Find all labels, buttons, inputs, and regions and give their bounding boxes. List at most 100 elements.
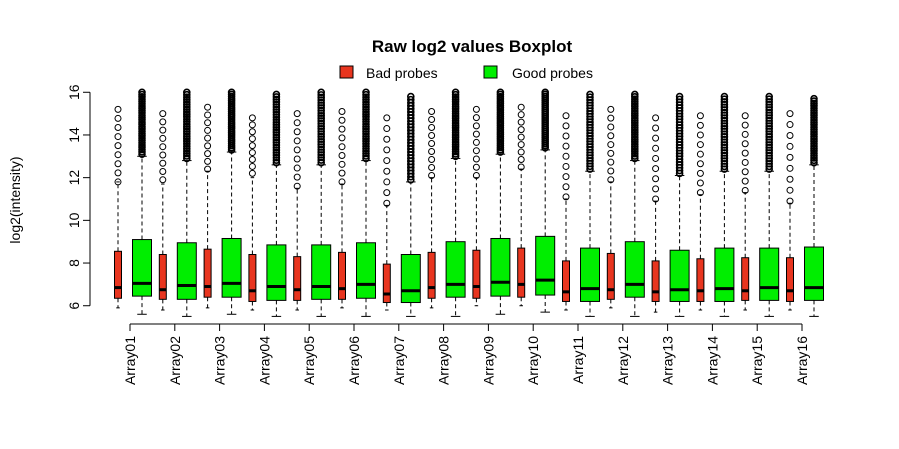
outlier-point <box>786 186 794 194</box>
box-iqr <box>382 263 391 304</box>
outlier-point <box>630 111 639 120</box>
outlier-point <box>720 92 729 101</box>
outlier-point <box>517 156 525 164</box>
outlier-point <box>362 98 370 106</box>
outlier-point <box>272 93 281 101</box>
x-tick-label-array02: Array02 <box>167 336 183 385</box>
outlier-point <box>248 135 256 143</box>
outlier-point <box>810 106 818 115</box>
outlier-point <box>810 97 818 105</box>
outlier-point <box>741 121 749 129</box>
legend-swatch-bad-probes <box>339 65 354 79</box>
legend-label-bad-probes: Bad probes <box>366 65 438 81</box>
outlier-point <box>472 105 480 113</box>
outlier-point <box>630 123 639 132</box>
outlier-point <box>810 137 818 146</box>
outlier-point <box>630 140 639 149</box>
outlier-point <box>248 156 256 164</box>
outlier-point <box>562 162 570 170</box>
outlier-point <box>630 90 639 99</box>
y-tick-label: 16 <box>66 84 82 100</box>
outlier-point <box>451 131 460 139</box>
outlier-point <box>183 125 191 133</box>
outlier-point <box>204 103 212 111</box>
outlier-point <box>810 139 818 148</box>
outlier-point <box>810 104 818 112</box>
outlier-point <box>159 159 167 167</box>
outlier-point <box>630 107 639 115</box>
outlier-point <box>451 107 460 116</box>
box-iqr <box>158 254 167 300</box>
outlier-point <box>272 126 281 134</box>
outlier-point <box>272 133 281 142</box>
outlier-point <box>183 135 191 143</box>
outlier-point <box>696 179 704 187</box>
box-bad-probes-array02 <box>158 110 167 311</box>
outlier-point <box>810 125 818 134</box>
outlier-point <box>472 138 480 146</box>
outlier-point <box>114 160 122 168</box>
outlier-point <box>630 97 639 106</box>
outlier-point <box>451 143 460 151</box>
outlier-point <box>362 117 370 126</box>
outlier-point <box>272 115 281 124</box>
outlier-point <box>383 146 391 154</box>
outlier-point <box>272 123 281 132</box>
outlier-point <box>630 152 639 160</box>
outlier-point <box>810 132 818 141</box>
outlier-point <box>451 90 460 99</box>
outlier-point <box>428 115 436 123</box>
outlier-point <box>696 169 704 177</box>
outlier-point <box>272 143 281 152</box>
outlier-point <box>741 168 749 176</box>
y-axis: 6 8 10 12 14 16 <box>66 84 91 310</box>
outlier-point <box>362 137 370 146</box>
outlier-point <box>272 128 281 137</box>
outlier-point <box>562 173 570 181</box>
box-good-probes-array01 <box>132 88 152 315</box>
outlier-point <box>630 104 639 113</box>
outlier-point <box>630 142 639 151</box>
y-tick-label: 6 <box>66 302 82 310</box>
x-tick-label-array01: Array01 <box>122 336 138 385</box>
outlier-point <box>496 88 505 97</box>
outlier-point <box>362 127 370 136</box>
outlier-point <box>428 140 436 147</box>
box-iqr <box>338 251 346 300</box>
outlier-point <box>786 121 794 129</box>
outlier-point <box>183 122 191 131</box>
outlier-point <box>183 88 191 97</box>
box-iqr <box>293 256 302 301</box>
box-good-probes-array15 <box>759 92 780 317</box>
box-iqr <box>624 241 645 298</box>
outlier-point <box>810 116 818 124</box>
outlier-point <box>810 144 818 153</box>
box-iqr <box>266 244 287 301</box>
outlier-point <box>183 108 191 116</box>
outlier-point <box>517 103 525 111</box>
outlier-point <box>451 152 460 161</box>
box-iqr <box>427 251 436 299</box>
outlier-point <box>451 147 460 156</box>
outlier-point <box>472 147 480 155</box>
box-iqr <box>580 247 600 302</box>
outlier-point <box>607 141 615 149</box>
outlier-point <box>114 114 122 122</box>
outlier-point <box>183 103 191 111</box>
box-iqr <box>651 260 660 302</box>
outlier-point <box>630 121 639 130</box>
outlier-point <box>810 156 818 165</box>
y-tick-label: 14 <box>66 127 82 143</box>
legend: Bad probes Good probes <box>339 65 593 81</box>
box-iqr <box>606 252 615 300</box>
outlier-point <box>607 105 615 113</box>
box-bad-probes-array13 <box>651 114 660 313</box>
box-good-probes-array10 <box>535 88 556 313</box>
outlier-point <box>317 88 326 97</box>
outlier-point <box>428 107 436 115</box>
outlier-point <box>272 156 281 164</box>
outlier-point <box>362 130 370 138</box>
outlier-point <box>183 132 191 141</box>
outlier-point <box>607 114 615 122</box>
outlier-point <box>451 100 460 108</box>
